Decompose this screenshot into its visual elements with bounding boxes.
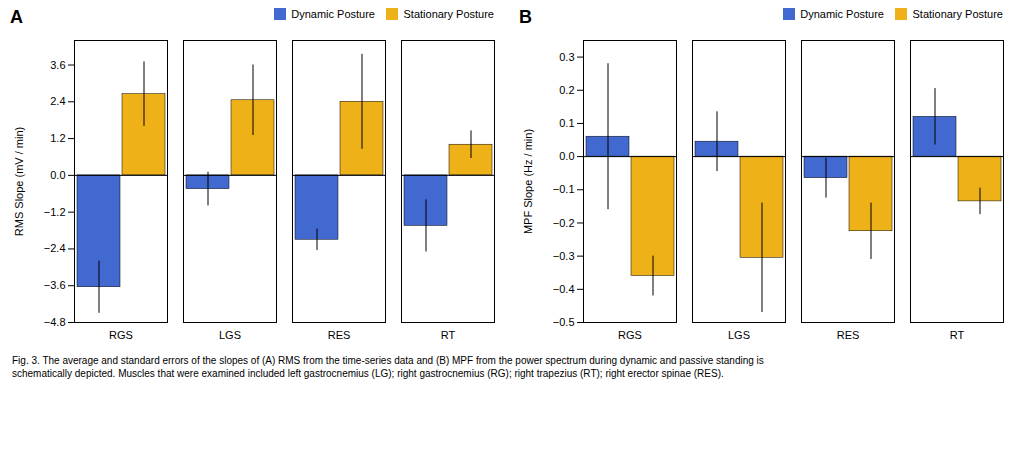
svg-text:−0.2: −0.2: [553, 216, 575, 228]
svg-text:2.4: 2.4: [50, 95, 65, 107]
svg-text:0.0: 0.0: [559, 150, 574, 162]
svg-text:MPF Slope (Hz / min): MPF Slope (Hz / min): [522, 129, 534, 234]
svg-text:0.3: 0.3: [559, 51, 574, 63]
html-text:Dynamic Posture: Dynamic Posture: [291, 8, 375, 21]
svg-text:0.0: 0.0: [50, 169, 65, 181]
svg-text:−4.8: −4.8: [44, 316, 66, 328]
svg-text:−0.4: −0.4: [553, 283, 575, 295]
html-text:B: B: [519, 6, 532, 27]
svg-text:RMS Slope (mV / min): RMS Slope (mV / min): [13, 127, 25, 236]
svg-text:RT: RT: [441, 329, 456, 341]
svg-text:LGS: LGS: [219, 329, 241, 341]
svg-text:1.2: 1.2: [50, 132, 65, 144]
html-text:Fig. 3. The average and standa: Fig. 3. The average and standard errors …: [12, 355, 764, 379]
html-text:Stationary Posture: Stationary Posture: [912, 8, 1003, 21]
svg-text:RES: RES: [837, 329, 860, 341]
svg-text:−0.5: −0.5: [553, 316, 575, 328]
svg-text:3.6: 3.6: [50, 59, 65, 71]
svg-text:−1.2: −1.2: [44, 206, 66, 218]
svg-text:RES: RES: [328, 329, 351, 341]
svg-text:LGS: LGS: [728, 329, 750, 341]
html-text:Dynamic Posture: Dynamic Posture: [800, 8, 884, 21]
html-text:Stationary Posture: Stationary Posture: [403, 8, 494, 21]
html-text:A: A: [10, 6, 23, 27]
svg-text:RT: RT: [950, 329, 965, 341]
svg-text:−0.3: −0.3: [553, 250, 575, 262]
svg-text:−2.4: −2.4: [44, 242, 66, 254]
svg-text:0.2: 0.2: [559, 84, 574, 96]
svg-text:−3.6: −3.6: [44, 279, 66, 291]
svg-text:RGS: RGS: [618, 329, 642, 341]
svg-text:0.1: 0.1: [559, 117, 574, 129]
svg-text:RGS: RGS: [109, 329, 133, 341]
svg-text:−0.1: −0.1: [553, 183, 575, 195]
